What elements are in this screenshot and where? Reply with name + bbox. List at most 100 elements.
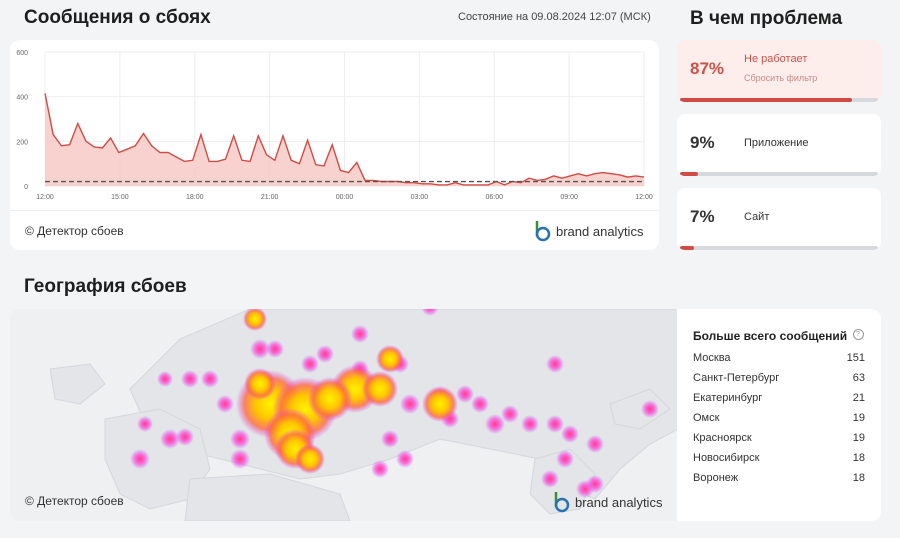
heat-spot <box>230 449 250 469</box>
city-name: Воронеж <box>693 472 739 484</box>
map-watermark: © Детектор сбоев <box>25 494 124 508</box>
heat-spot <box>230 429 250 449</box>
heat-spot-hot <box>376 345 404 373</box>
heat-spot <box>130 449 150 469</box>
reports-area <box>45 93 644 186</box>
problem-card-app[interactable]: 9% Приложение <box>677 114 881 176</box>
reset-filter-link[interactable]: Сбросить фильтр <box>744 73 818 83</box>
problem-card-not-working[interactable]: 87% Не работает Сбросить фильтр <box>677 40 881 102</box>
problem-section-title: В чем проблема <box>690 8 843 29</box>
heat-spot <box>266 340 284 358</box>
city-count: 63 <box>852 372 865 384</box>
problem-progress-track <box>680 98 878 102</box>
geo-map-card: © Детектор сбоев brand analytics <box>10 309 678 521</box>
city-count: 19 <box>852 412 865 424</box>
heat-spot <box>371 460 389 478</box>
heat-spot <box>456 385 474 403</box>
heat-spot <box>216 395 234 413</box>
x-tick-label: 12:00 <box>635 194 653 201</box>
city-row: Воронеж 18 <box>693 472 865 484</box>
heat-spot <box>641 400 659 418</box>
reports-chart: 0 200 400 600 12:00 15:00 18:00 21:00 00:00 03:0… <box>16 50 653 201</box>
heat-spot <box>160 429 180 449</box>
heat-spot <box>316 345 334 363</box>
city-count: 151 <box>846 352 865 364</box>
city-row: Санкт-Петербург 63 <box>693 372 865 384</box>
problem-progress-fill <box>680 98 853 102</box>
heat-spot <box>546 415 564 433</box>
problem-percent: 9% <box>690 133 715 152</box>
heat-spot <box>381 430 399 448</box>
heat-spot <box>501 405 519 423</box>
city-row: Москва 151 <box>693 352 865 364</box>
city-row: Екатеринбург 21 <box>693 392 865 404</box>
heat-spot <box>541 470 559 488</box>
heat-spot <box>250 339 270 359</box>
world-map <box>49 309 678 521</box>
reports-chart-card: 0 200 400 600 12:00 15:00 18:00 21:00 00:00 03:0… <box>10 40 659 250</box>
brand-analytics-icon <box>535 221 551 242</box>
heat-spot <box>301 355 319 373</box>
question-circle-icon[interactable]: ? <box>852 329 864 340</box>
chart-watermark: © Детектор сбоев <box>25 224 124 238</box>
heat-spot <box>176 428 194 446</box>
x-tick-label: 00:00 <box>336 194 354 201</box>
heat-spot <box>400 394 420 414</box>
y-tick-label: 200 <box>16 139 28 146</box>
city-row: Омск 19 <box>693 412 865 424</box>
y-tick-label: 600 <box>16 50 28 57</box>
x-tick-label: 09:00 <box>560 194 578 201</box>
status-timestamp: Состояние на 09.08.2024 12:07 (МСК) <box>458 11 651 23</box>
heat-spot <box>561 425 579 443</box>
brand-analytics-icon <box>554 492 570 513</box>
problem-progress-track <box>680 172 878 176</box>
heat-spot <box>396 450 414 468</box>
problem-progress-track <box>680 246 878 250</box>
heat-spot <box>351 325 369 343</box>
heat-spot-hot <box>243 309 267 331</box>
x-tick-label: 03:00 <box>411 194 429 201</box>
top-cities-title-text: Больше всего сообщений <box>693 329 848 343</box>
problem-label: Не работает <box>744 53 808 65</box>
city-name: Москва <box>693 352 731 364</box>
problem-card-site[interactable]: 7% Сайт <box>677 188 881 250</box>
city-row: Новосибирск 18 <box>693 452 865 464</box>
city-name: Санкт-Петербург <box>693 372 780 384</box>
heat-spot <box>521 415 539 433</box>
heat-spot <box>421 309 439 316</box>
brand-name: brand analytics <box>575 494 663 510</box>
problem-label: Приложение <box>744 137 809 149</box>
heat-spot-hot <box>295 444 325 474</box>
heat-spot-hot <box>244 368 276 400</box>
problem-progress-fill <box>680 246 694 250</box>
city-row: Красноярск 19 <box>693 432 865 444</box>
x-tick-label: 15:00 <box>111 194 129 201</box>
y-tick-label: 0 <box>24 184 28 191</box>
heat-spot <box>181 370 199 388</box>
heat-spot <box>586 435 604 453</box>
heat-spot-hot <box>362 371 398 407</box>
x-tick-label: 21:00 <box>261 194 279 201</box>
chart-divider <box>10 210 659 211</box>
problem-progress-fill <box>680 172 698 176</box>
heat-spot <box>586 475 604 493</box>
heat-spot <box>137 416 153 432</box>
geo-section-title: География сбоев <box>24 276 187 297</box>
heat-spot-hot <box>308 377 352 421</box>
y-tick-label: 400 <box>16 95 28 102</box>
heat-spot <box>157 371 173 387</box>
reports-line <box>44 93 645 186</box>
top-cities-title: Больше всего сообщений ? <box>693 329 864 343</box>
x-tick-label: 12:00 <box>36 194 54 201</box>
heat-spot <box>485 414 505 434</box>
problem-label: Сайт <box>744 211 770 223</box>
heat-spot <box>471 395 489 413</box>
heatmap-layer <box>130 309 659 498</box>
city-name: Омск <box>693 412 720 424</box>
city-name: Новосибирск <box>693 452 760 464</box>
city-count: 18 <box>852 472 865 484</box>
problem-percent: 7% <box>690 207 715 226</box>
city-count: 18 <box>852 452 865 464</box>
city-name: Красноярск <box>693 432 752 444</box>
heat-spot <box>556 450 574 468</box>
